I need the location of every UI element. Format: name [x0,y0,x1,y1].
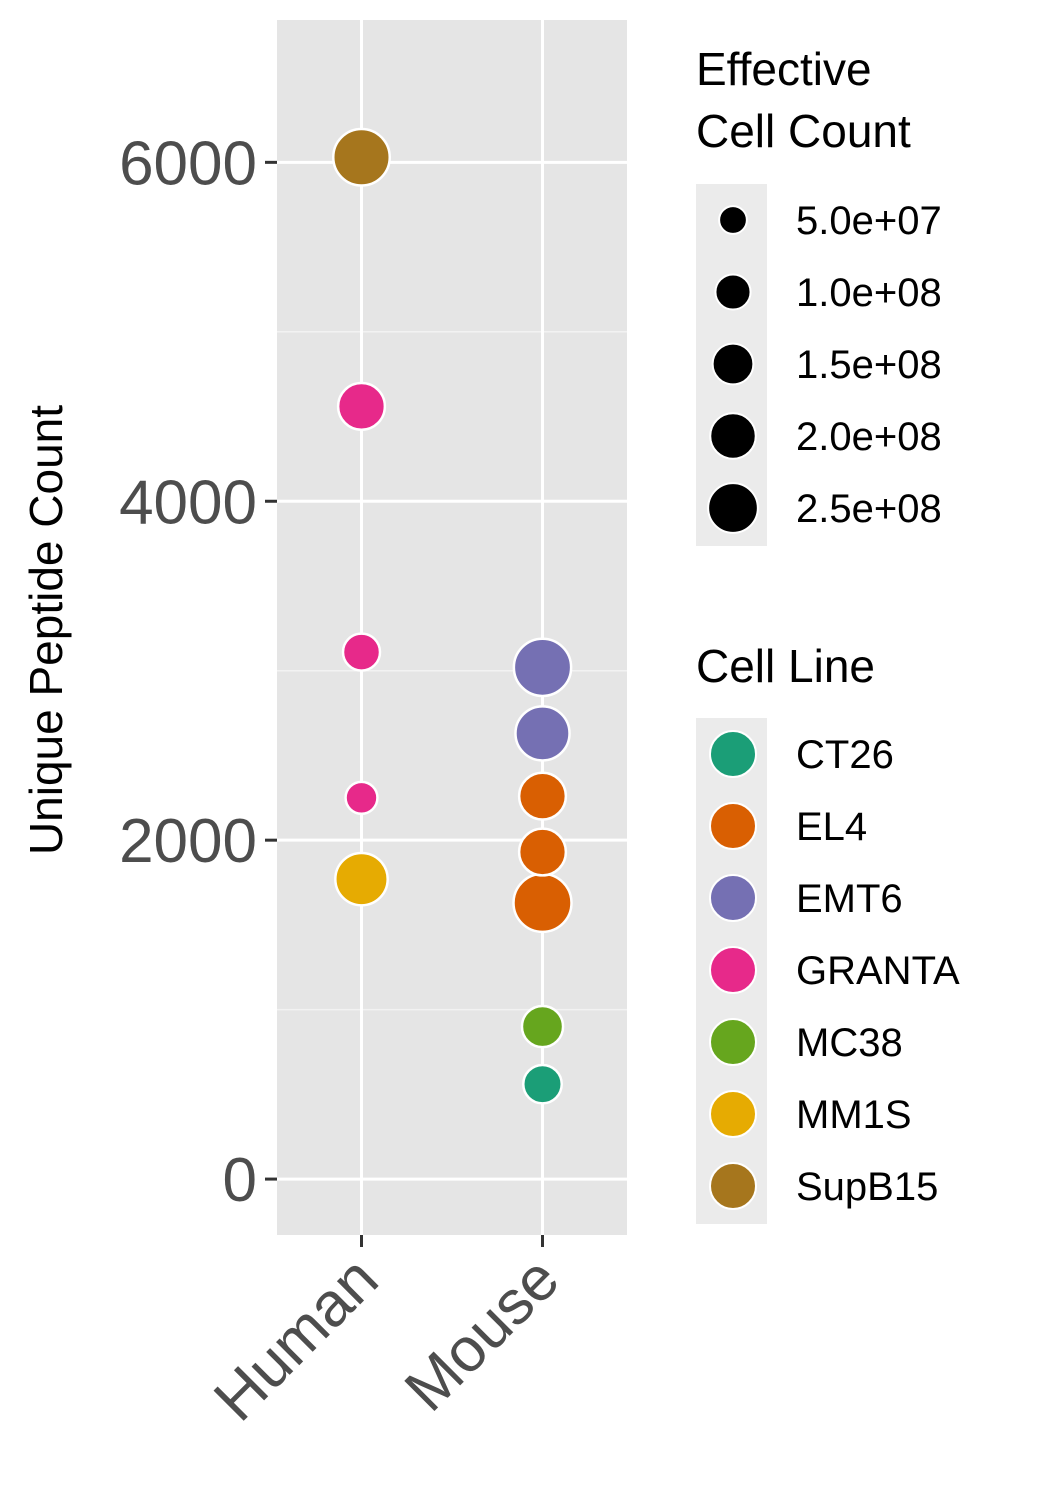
size-legend-label: 5.0e+07 [796,199,942,243]
data-point [512,637,573,698]
size-legend-label: 2.5e+08 [796,487,942,531]
color-legend-label: GRANTA [796,949,960,993]
color-legend-title: Cell Line [696,640,875,692]
data-point [517,827,568,877]
y-axis-title: Unique Peptide Count [20,405,72,855]
panel-background [277,20,627,1235]
color-legend-label: MM1S [796,1093,912,1137]
color-legend-key [709,1162,757,1210]
size-legend-label: 1.5e+08 [796,343,942,387]
color-legend-key [709,946,757,994]
size-legend-title: Effective [696,43,872,95]
size-legend-key [718,205,748,235]
color-legend-key [709,1018,757,1066]
data-point [344,780,379,815]
x-tick-label: Human [201,1244,391,1434]
data-point [334,851,389,907]
size-legend-key [714,273,752,311]
x-axis: Human Mouse [201,1235,572,1434]
x-tick-label: Mouse [392,1244,572,1424]
plot-panel [277,20,627,1235]
color-legend-key [709,874,757,922]
y-axis: 0 2000 4000 6000 [119,129,277,1215]
y-tick-label: 4000 [119,468,257,537]
size-legend-label: 2.0e+08 [796,415,942,459]
data-point [341,632,382,672]
y-tick-label: 0 [223,1146,257,1215]
y-tick-label: 6000 [119,129,257,198]
size-legend-key [707,482,759,534]
color-legend-label: SupB15 [796,1165,938,1209]
y-tick-label: 2000 [119,807,257,876]
size-legend-title: Cell Count [696,105,911,157]
color-legend-label: MC38 [796,1021,903,1065]
data-point [514,705,571,762]
size-legend-key [711,342,755,386]
color-legend-label: EMT6 [796,877,903,921]
color-legend-label: CT26 [796,733,894,777]
color-legend-key [709,730,757,778]
data-point [522,1063,563,1105]
color-legend-key [709,1090,757,1138]
size-legend: Effective Cell Count 5.0e+07 1.0e+08 1.5e+08… [696,43,942,546]
data-point [512,872,573,934]
size-legend-label: 1.0e+08 [796,271,942,315]
color-legend: Cell Line CT26 EL4 EMT6 GRANTA MC38 MM1S SupB15 [696,640,960,1224]
size-legend-key [709,412,757,460]
color-legend-key [709,802,757,850]
color-legend-label: EL4 [796,805,867,849]
data-point [520,1004,565,1049]
data-points [332,127,573,1105]
data-point [332,127,391,187]
data-point [517,771,568,821]
data-point [336,381,387,431]
